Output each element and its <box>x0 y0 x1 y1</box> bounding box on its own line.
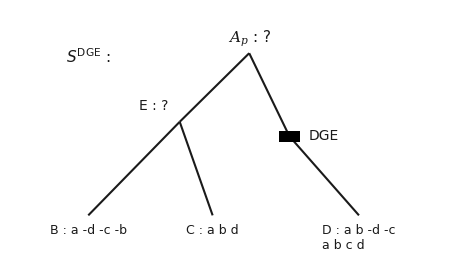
Text: B : a -d -c -b: B : a -d -c -b <box>50 224 127 237</box>
Text: $S^{\mathregular{DGE}}$ :: $S^{\mathregular{DGE}}$ : <box>66 47 111 66</box>
Text: D : a b -d -c
a b c d: D : a b -d -c a b c d <box>322 224 396 252</box>
Text: $A_p$ : ?: $A_p$ : ? <box>228 29 271 49</box>
Text: DGE: DGE <box>309 129 339 143</box>
Bar <box>279 130 300 142</box>
Text: E : ?: E : ? <box>139 99 169 113</box>
Text: C : a b d: C : a b d <box>186 224 239 237</box>
